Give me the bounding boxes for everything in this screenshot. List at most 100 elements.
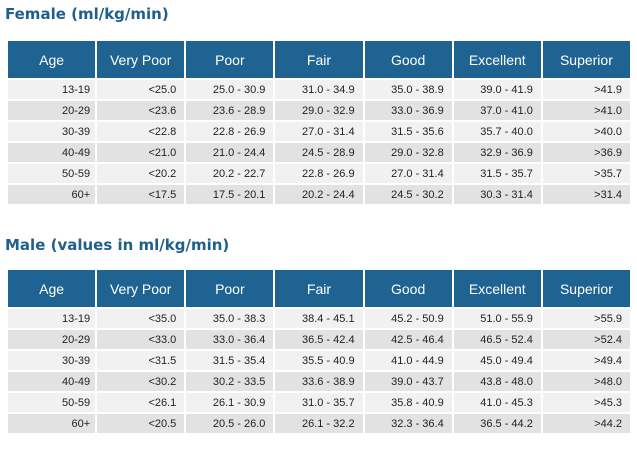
table-row: 30-39 <31.5 31.5 - 35.4 35.5 - 40.9 41.0 - 4… [8, 351, 630, 370]
cell-fair: 33.6 - 38.9 [275, 372, 363, 391]
table-row: 50-59 <26.1 26.1 - 30.9 31.0 - 35.7 35.8 - 4… [8, 393, 630, 412]
cell-age: 13-19 [8, 309, 96, 328]
cell-excellent: 30.3 - 31.4 [453, 185, 541, 204]
male-vo2-table: Age Very Poor Poor Fair Good Excellent Superio… [6, 268, 632, 435]
column-header-poor: Poor [186, 270, 274, 307]
cell-age: 20-29 [8, 101, 96, 120]
cell-age: 13-19 [8, 80, 96, 99]
table-row: 40-49 <21.0 21.0 - 24.4 24.5 - 28.9 29.0 - 3… [8, 143, 630, 162]
cell-poor: 25.0 - 30.9 [186, 80, 274, 99]
cell-very-poor: <23.6 [97, 101, 185, 120]
cell-good: 45.2 - 50.9 [364, 309, 452, 328]
cell-very-poor: <35.0 [97, 309, 185, 328]
table-row: 20-29 <23.6 23.6 - 28.9 29.0 - 32.9 33.0 - 3… [8, 101, 630, 120]
cell-superior: >36.9 [542, 143, 630, 162]
cell-age: 60+ [8, 414, 96, 433]
cell-fair: 36.5 - 42.4 [275, 330, 363, 349]
cell-superior: >41.9 [542, 80, 630, 99]
column-header-superior: Superior [542, 270, 630, 307]
table-row: 13-19 <25.0 25.0 - 30.9 31.0 - 34.9 35.0 - 3… [8, 80, 630, 99]
cell-age: 50-59 [8, 393, 96, 412]
cell-superior: >44.2 [542, 414, 630, 433]
cell-good: 27.0 - 31.4 [364, 164, 452, 183]
cell-poor: 35.0 - 38.3 [186, 309, 274, 328]
table-row: 30-39 <22.8 22.8 - 26.9 27.0 - 31.4 31.5 - 3… [8, 122, 630, 141]
cell-good: 41.0 - 44.9 [364, 351, 452, 370]
column-header-good: Good [364, 270, 452, 307]
column-header-excellent: Excellent [453, 270, 541, 307]
cell-fair: 27.0 - 31.4 [275, 122, 363, 141]
cell-very-poor: <26.1 [97, 393, 185, 412]
cell-age: 20-29 [8, 330, 96, 349]
male-section-title: Male (values in ml/kg/min) [5, 236, 230, 254]
cell-superior: >41.0 [542, 101, 630, 120]
cell-excellent: 37.0 - 41.0 [453, 101, 541, 120]
cell-excellent: 45.0 - 49.4 [453, 351, 541, 370]
cell-fair: 31.0 - 35.7 [275, 393, 363, 412]
header-row: Age Very Poor Poor Fair Good Excellent Superio… [8, 41, 630, 78]
header-row: Age Very Poor Poor Fair Good Excellent Superio… [8, 270, 630, 307]
cell-superior: >45.3 [542, 393, 630, 412]
column-header-age: Age [8, 41, 96, 78]
cell-superior: >40.0 [542, 122, 630, 141]
cell-age: 50-59 [8, 164, 96, 183]
cell-excellent: 41.0 - 45.3 [453, 393, 541, 412]
table-row: 60+ <20.5 20.5 - 26.0 26.1 - 32.2 32.3 - 36.… [8, 414, 630, 433]
cell-good: 33.0 - 36.9 [364, 101, 452, 120]
cell-poor: 21.0 - 24.4 [186, 143, 274, 162]
cell-very-poor: <17.5 [97, 185, 185, 204]
cell-superior: >55.9 [542, 309, 630, 328]
cell-age: 30-39 [8, 351, 96, 370]
cell-very-poor: <30.2 [97, 372, 185, 391]
column-header-excellent: Excellent [453, 41, 541, 78]
cell-superior: >48.0 [542, 372, 630, 391]
cell-good: 29.0 - 32.8 [364, 143, 452, 162]
cell-poor: 20.2 - 22.7 [186, 164, 274, 183]
column-header-poor: Poor [186, 41, 274, 78]
column-header-superior: Superior [542, 41, 630, 78]
cell-age: 40-49 [8, 143, 96, 162]
cell-good: 39.0 - 43.7 [364, 372, 452, 391]
cell-fair: 22.8 - 26.9 [275, 164, 363, 183]
cell-excellent: 31.5 - 35.7 [453, 164, 541, 183]
cell-fair: 31.0 - 34.9 [275, 80, 363, 99]
cell-superior: >49.4 [542, 351, 630, 370]
cell-very-poor: <33.0 [97, 330, 185, 349]
cell-poor: 23.6 - 28.9 [186, 101, 274, 120]
cell-excellent: 43.8 - 48.0 [453, 372, 541, 391]
cell-good: 24.5 - 30.2 [364, 185, 452, 204]
cell-fair: 20.2 - 24.4 [275, 185, 363, 204]
column-header-fair: Fair [275, 41, 363, 78]
cell-very-poor: <21.0 [97, 143, 185, 162]
cell-fair: 24.5 - 28.9 [275, 143, 363, 162]
cell-good: 35.8 - 40.9 [364, 393, 452, 412]
cell-excellent: 36.5 - 44.2 [453, 414, 541, 433]
cell-age: 30-39 [8, 122, 96, 141]
column-header-age: Age [8, 270, 96, 307]
cell-good: 42.5 - 46.4 [364, 330, 452, 349]
cell-age: 60+ [8, 185, 96, 204]
cell-excellent: 51.0 - 55.9 [453, 309, 541, 328]
cell-excellent: 39.0 - 41.9 [453, 80, 541, 99]
column-header-very-poor: Very Poor [97, 270, 185, 307]
cell-superior: >35.7 [542, 164, 630, 183]
table-row: 60+ <17.5 17.5 - 20.1 20.2 - 24.4 24.5 - 30.… [8, 185, 630, 204]
cell-excellent: 46.5 - 52.4 [453, 330, 541, 349]
cell-excellent: 32.9 - 36.9 [453, 143, 541, 162]
cell-good: 35.0 - 38.9 [364, 80, 452, 99]
cell-age: 40-49 [8, 372, 96, 391]
cell-poor: 20.5 - 26.0 [186, 414, 274, 433]
cell-superior: >52.4 [542, 330, 630, 349]
female-section-title: Female (ml/kg/min) [5, 5, 169, 23]
column-header-fair: Fair [275, 270, 363, 307]
cell-good: 31.5 - 35.6 [364, 122, 452, 141]
cell-very-poor: <25.0 [97, 80, 185, 99]
cell-poor: 26.1 - 30.9 [186, 393, 274, 412]
cell-very-poor: <31.5 [97, 351, 185, 370]
table-row: 50-59 <20.2 20.2 - 22.7 22.8 - 26.9 27.0 - 3… [8, 164, 630, 183]
cell-good: 32.3 - 36.4 [364, 414, 452, 433]
cell-superior: >31.4 [542, 185, 630, 204]
cell-very-poor: <22.8 [97, 122, 185, 141]
table-row: 13-19 <35.0 35.0 - 38.3 38.4 - 45.1 45.2 - 5… [8, 309, 630, 328]
table-row: 40-49 <30.2 30.2 - 33.5 33.6 - 38.9 39.0 - 4… [8, 372, 630, 391]
